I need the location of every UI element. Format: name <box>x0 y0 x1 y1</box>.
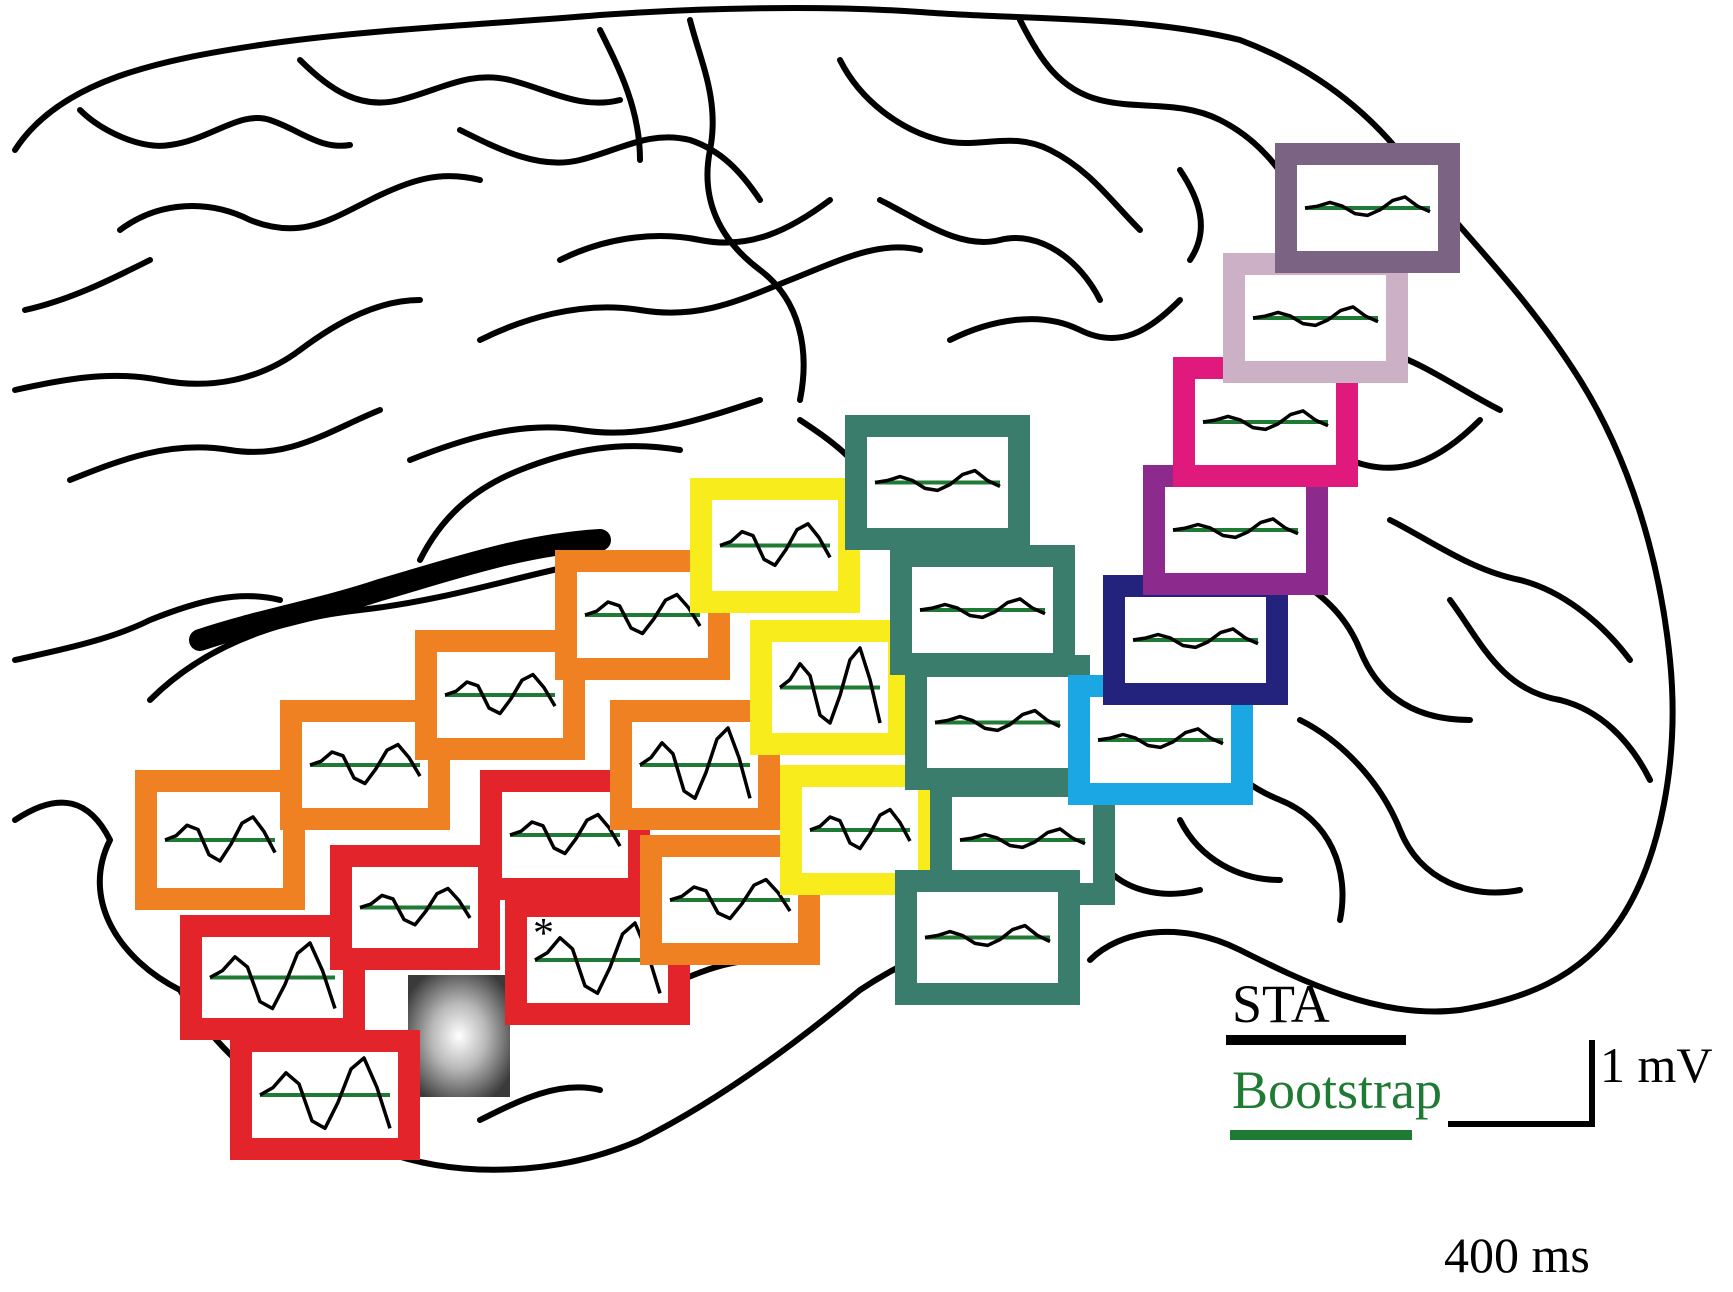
sta-trace <box>669 877 792 921</box>
sta-trace <box>719 522 832 568</box>
sta-trace <box>1252 305 1379 328</box>
sta-trace <box>164 815 277 863</box>
electrode-box-yellow <box>750 620 910 755</box>
sta-trace <box>639 726 752 801</box>
electrode-box-navy <box>1103 575 1288 705</box>
sta-trace <box>509 812 622 856</box>
scale-bar: 1 mV 400 ms <box>1444 1037 1713 1283</box>
electrode-box-teal <box>895 870 1080 1005</box>
electrode-grid: * <box>135 143 1460 1160</box>
sta-trace <box>874 468 1001 493</box>
sta-trace <box>359 886 472 927</box>
sta-trace <box>584 592 702 636</box>
sta-trace <box>1304 195 1431 218</box>
legend-sta-label: STA <box>1232 974 1330 1034</box>
sta-trace <box>809 807 912 851</box>
scale-bar-lines <box>1448 1040 1595 1127</box>
sta-trace <box>1097 727 1224 750</box>
marker-asterisk: * <box>533 911 554 957</box>
legend: STA Bootstrap <box>1226 974 1442 1140</box>
electrode-box-teal <box>905 655 1090 790</box>
sta-trace <box>444 672 557 716</box>
stimulation-site <box>408 975 510 1097</box>
scale-bar-time-label: 400 ms <box>1444 1227 1590 1283</box>
electrode-box-teal <box>890 545 1075 675</box>
sta-trace <box>924 923 1051 948</box>
sta-trace <box>934 708 1061 733</box>
sta-trace <box>919 597 1046 620</box>
electrode-box-red <box>230 1030 420 1160</box>
electrode-box-teal <box>845 415 1030 550</box>
scale-bar-voltage-label: 1 mV <box>1600 1037 1713 1093</box>
sta-trace <box>1202 409 1329 432</box>
electrode-box-orange <box>610 700 780 830</box>
sta-trace <box>1132 627 1259 650</box>
sta-trace <box>259 1056 392 1131</box>
sta-trace <box>209 941 337 1011</box>
sta-trace <box>534 921 662 996</box>
sta-trace <box>778 646 882 725</box>
electrode-box-mauve <box>1275 143 1460 273</box>
sta-trace <box>959 827 1086 850</box>
electrode-box-red <box>330 845 500 970</box>
legend-bootstrap-label: Bootstrap <box>1232 1060 1442 1120</box>
sta-trace <box>1172 517 1299 540</box>
electrode-box-orange <box>135 770 305 910</box>
sta-trace <box>309 742 422 786</box>
electrode-box-cyan <box>1068 675 1253 805</box>
electrode-box-lilac <box>1223 253 1408 383</box>
electrode-box-yellow <box>690 478 860 613</box>
